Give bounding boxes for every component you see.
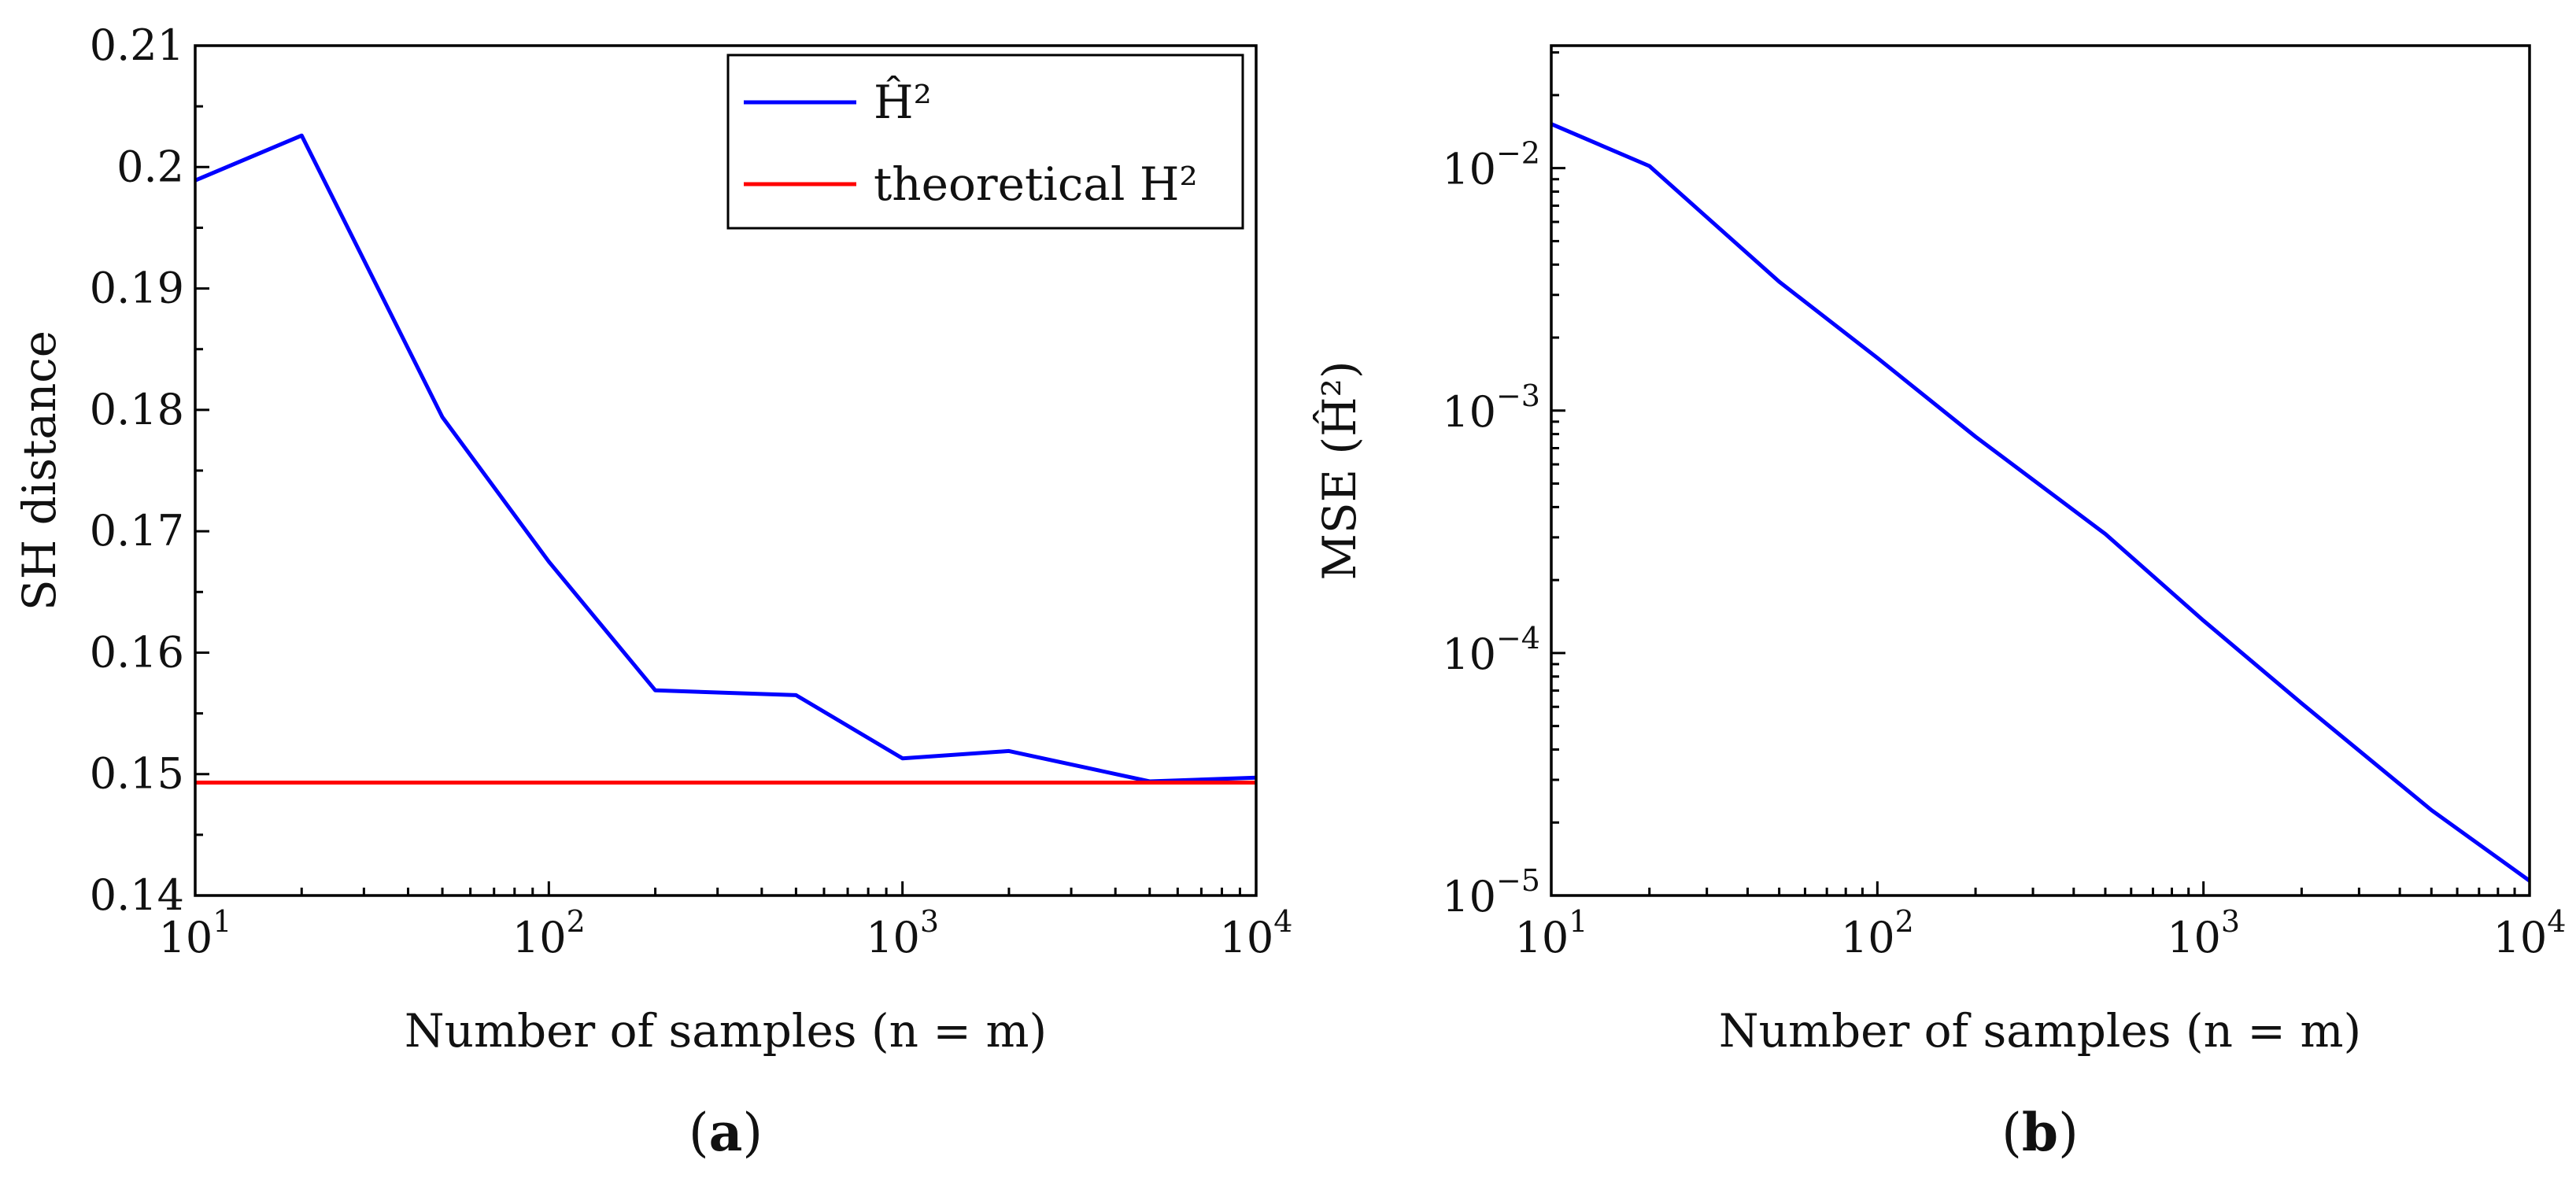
panel-b-ytick-label-1: 10−4: [1442, 621, 1540, 679]
panel-a-ytick-label-4: 0.18: [90, 385, 184, 434]
panel-a-ytick-label-5: 0.19: [90, 264, 184, 313]
panel-a-ytick-label-6: 0.2: [116, 142, 184, 191]
panel-a-series-0-line: [194, 133, 1257, 784]
panel-a-ylabel: SH distance: [13, 331, 66, 611]
legend-label-theoretical: theoretical H²: [874, 157, 1198, 211]
panel-a-xtick-label-1: 102: [512, 904, 586, 962]
panel-a-series-layer: [194, 133, 1257, 785]
panel-b-ylabel: MSE (Ĥ²): [1313, 361, 1366, 581]
panel-b-ytick-label-2: 10−3: [1442, 379, 1540, 437]
panel-a-xtick-label-3: 104: [1220, 904, 1293, 962]
panel-a-ytick-label-2: 0.16: [90, 627, 184, 677]
panel-a-ytick-label-3: 0.17: [90, 506, 184, 556]
panel-b-xtick-label-3: 104: [2493, 904, 2567, 962]
panel-b-xlabel: Number of samples (n = m): [1719, 1004, 2361, 1058]
panel-b-caption: (b): [2001, 1102, 2079, 1163]
panel-b-series-0-line: [1550, 122, 2531, 883]
panel-a-caption: (a): [689, 1102, 763, 1163]
legend-box: [726, 54, 1244, 230]
panel-a-ytick-label-7: 0.21: [90, 20, 184, 70]
legend-label-h2-estimate: Ĥ²: [874, 76, 932, 129]
panel-b-xtick-label-0: 101: [1515, 904, 1588, 962]
panel-a: 101 102 103 1040.140.150.160.170.180.190.20…: [13, 20, 1292, 1163]
panel-b-ytick-label-3: 10−2: [1442, 136, 1540, 194]
panel-a-ytick-label-0: 0.14: [90, 870, 184, 920]
panel-b-series-layer: [1550, 122, 2531, 883]
panel-b-xtick-label-1: 102: [1841, 904, 1914, 962]
panel-a-ytick-label-1: 0.15: [90, 749, 184, 799]
panel-a-xtick-label-2: 103: [866, 904, 939, 962]
panel-b-plot-frame: [1550, 44, 2531, 897]
panel-b-xtick-label-2: 103: [2167, 904, 2240, 962]
panel-a-xlabel: Number of samples (n = m): [405, 1004, 1047, 1058]
panel-a-legend: Ĥ² theoretical H²: [726, 54, 1244, 230]
